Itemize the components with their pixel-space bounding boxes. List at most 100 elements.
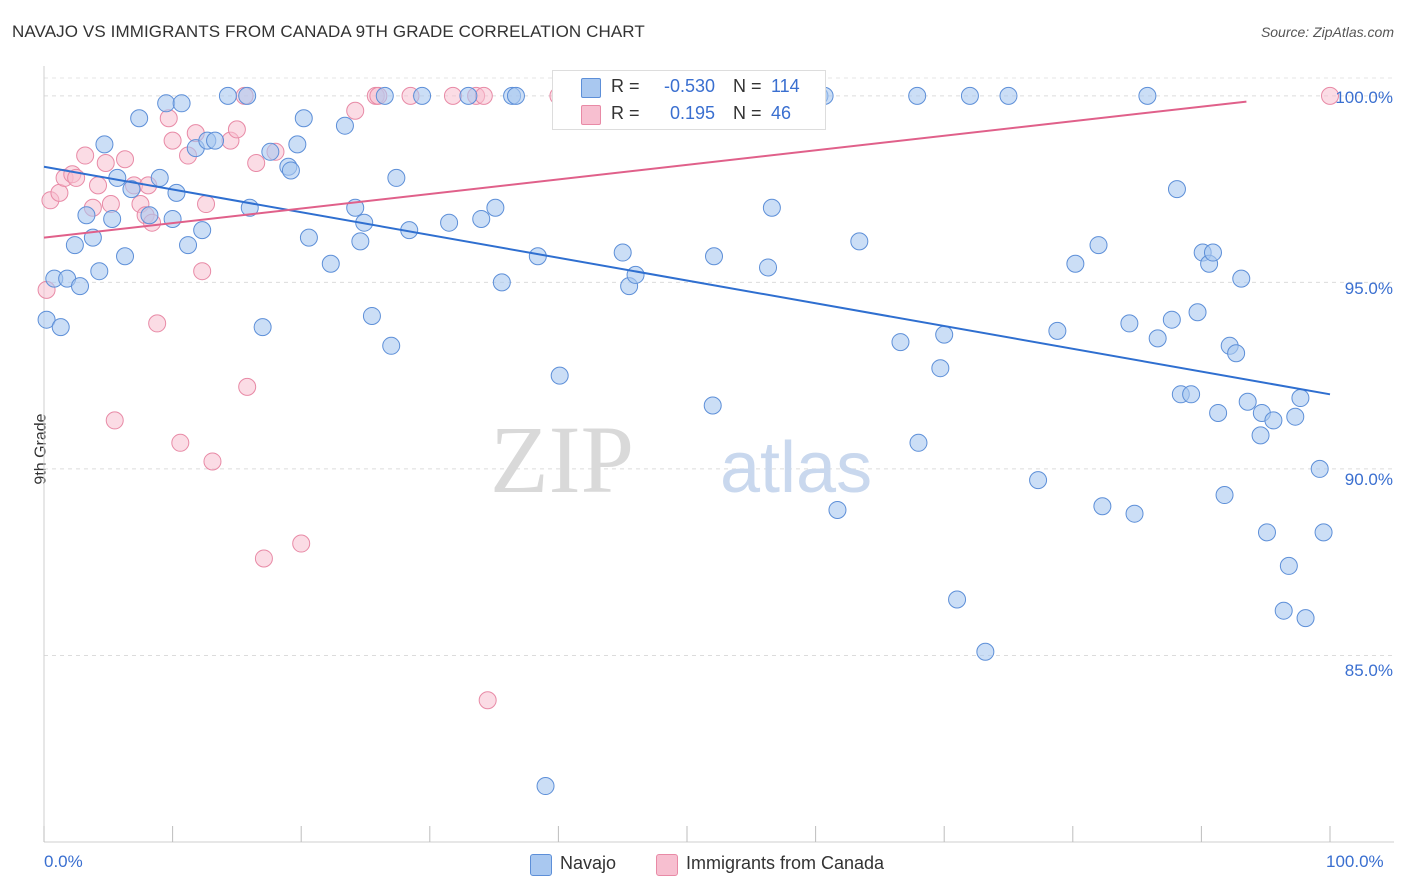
data-point-navajo [1232, 269, 1251, 288]
chart-source: Source: ZipAtlas.com [1260, 24, 1394, 40]
data-point-navajo [288, 135, 307, 154]
data-point-navajo [218, 86, 237, 105]
data-point-immigrants-from-canada [443, 86, 462, 105]
data-point-navajo [762, 198, 781, 217]
data-point-navajo [157, 94, 176, 113]
data-point-immigrants-from-canada [474, 86, 493, 105]
data-point-navajo [909, 433, 928, 452]
trend-line-immigrants-from-canada [43, 100, 1247, 239]
data-point-navajo [193, 221, 212, 240]
data-point-navajo [1274, 601, 1293, 620]
data-point-navajo [351, 232, 370, 251]
data-point-navajo [1089, 236, 1108, 255]
series-legend: Navajo Immigrants from Canada [0, 852, 1406, 878]
data-point-navajo [1257, 523, 1276, 542]
data-point-navajo [1314, 523, 1333, 542]
series-immigrants-from-canada [37, 86, 1339, 710]
data-point-navajo [1120, 314, 1139, 333]
data-point-navajo [703, 396, 722, 415]
data-point-immigrants-from-canada [116, 150, 135, 169]
watermark-atlas: atlas [720, 428, 872, 508]
x-tick-label-min: 0.0% [44, 852, 83, 871]
data-point-navajo [1279, 556, 1298, 575]
data-point-navajo [536, 777, 555, 796]
data-point-immigrants-from-canada [50, 183, 69, 202]
data-point-navajo [459, 86, 478, 105]
data-point-navajo [472, 209, 491, 228]
data-point-navajo [506, 86, 525, 105]
data-point-navajo [1286, 407, 1305, 426]
data-point-navajo [935, 325, 954, 344]
data-point-navajo [77, 206, 96, 225]
data-point-immigrants-from-canada [101, 195, 120, 214]
n-label: N = [733, 103, 762, 123]
data-point-navajo [1291, 389, 1310, 408]
data-point-immigrants-from-canada [478, 691, 497, 710]
data-point-immigrants-from-canada [346, 101, 365, 120]
data-point-navajo [261, 142, 280, 161]
data-point-navajo [116, 247, 135, 266]
r-label: R = [611, 76, 640, 96]
data-point-immigrants-from-canada [171, 433, 190, 452]
data-point-navajo [440, 213, 459, 232]
data-point-navajo [1188, 303, 1207, 322]
r-value: 0.195 [669, 103, 715, 123]
data-point-navajo [253, 318, 272, 337]
data-point-immigrants-from-canada [292, 534, 311, 553]
x-tick-label-max: 100.0% [1326, 852, 1384, 871]
data-point-navajo [1048, 321, 1067, 340]
data-point-immigrants-from-canada [1321, 86, 1339, 105]
data-point-immigrants-from-canada [247, 154, 266, 172]
data-point-immigrants-from-canada [163, 131, 182, 150]
n-label: N = [733, 76, 762, 96]
data-point-navajo [362, 306, 381, 325]
legend-label-navajo: Navajo [560, 853, 617, 873]
data-point-navajo [1251, 426, 1270, 445]
data-point-navajo [1093, 497, 1112, 516]
data-point-navajo [65, 236, 84, 255]
data-point-immigrants-from-canada [89, 176, 108, 195]
data-point-immigrants-from-canada [238, 377, 257, 396]
data-point-navajo [908, 86, 927, 105]
data-point-navajo [1182, 385, 1201, 404]
stats-legend-row-navajo: R = -0.530 N = 114 [553, 73, 825, 101]
y-tick-label-100: 100.0% [1335, 88, 1393, 107]
data-point-navajo [1310, 459, 1329, 478]
data-point-navajo [140, 206, 159, 225]
data-point-navajo [828, 500, 847, 519]
legend-label-immigrants-from-canada: Immigrants from Canada [686, 853, 885, 873]
data-point-navajo [238, 86, 257, 105]
data-point-navajo [891, 333, 910, 352]
data-point-navajo [613, 243, 632, 262]
data-point-navajo [1227, 344, 1246, 363]
data-point-navajo [1215, 486, 1234, 505]
data-point-navajo [163, 209, 182, 228]
r-value: -0.530 [663, 76, 715, 96]
data-point-navajo [626, 265, 645, 284]
data-point-navajo [37, 310, 56, 329]
navajo-legend-swatch [530, 854, 552, 876]
data-point-navajo [1209, 403, 1228, 422]
trend-line-navajo [43, 165, 1331, 396]
n-value: 46 [771, 103, 792, 123]
data-point-navajo [179, 236, 198, 255]
data-point-navajo [1238, 392, 1257, 411]
data-point-immigrants-from-canada [148, 314, 167, 333]
data-point-navajo [960, 86, 979, 105]
canada-swatch [581, 105, 601, 125]
data-point-navajo [976, 642, 995, 661]
data-point-navajo [130, 109, 149, 128]
data-point-navajo [1167, 180, 1186, 199]
axes [43, 66, 1394, 843]
data-point-navajo [299, 228, 318, 247]
canada-legend-swatch [656, 854, 678, 876]
data-point-navajo [1162, 310, 1181, 329]
data-point-navajo [486, 198, 505, 217]
r-label: R = [611, 103, 640, 123]
data-point-navajo [382, 336, 401, 355]
data-point-navajo [1125, 504, 1144, 523]
data-point-navajo [948, 590, 967, 609]
data-point-navajo [1148, 329, 1167, 348]
data-point-navajo [51, 318, 70, 337]
